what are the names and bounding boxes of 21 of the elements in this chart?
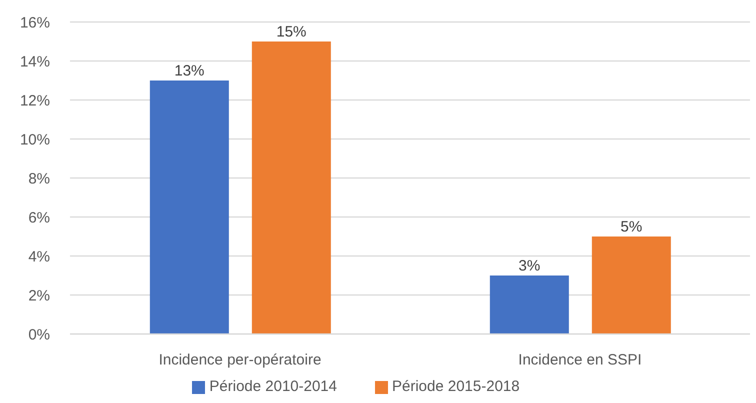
x-tick-label: Incidence per-opératoire xyxy=(158,352,322,369)
data-label: 13% xyxy=(174,62,204,80)
y-tick-label: 14% xyxy=(20,53,50,70)
y-tick-label: 12% xyxy=(20,92,50,110)
y-tick-label: 2% xyxy=(28,287,50,304)
bar xyxy=(490,276,569,334)
y-tick-label: 16% xyxy=(20,14,50,32)
data-label: 5% xyxy=(620,218,642,236)
y-tick-label: 0% xyxy=(28,326,50,344)
bar xyxy=(252,42,331,334)
y-tick-label: 4% xyxy=(28,248,50,266)
bar xyxy=(150,80,229,334)
y-tick-label: 8% xyxy=(28,170,50,188)
x-tick-label: Incidence en SSPI xyxy=(518,352,642,369)
legend-label: Période 2015-2018 xyxy=(392,378,520,395)
legend-label: Période 2010-2014 xyxy=(209,378,337,395)
bar xyxy=(592,236,671,334)
y-tick-label: 10% xyxy=(20,131,50,148)
data-label: 15% xyxy=(276,24,306,40)
y-tick-label: 6% xyxy=(28,209,50,226)
data-label: 3% xyxy=(518,258,540,274)
